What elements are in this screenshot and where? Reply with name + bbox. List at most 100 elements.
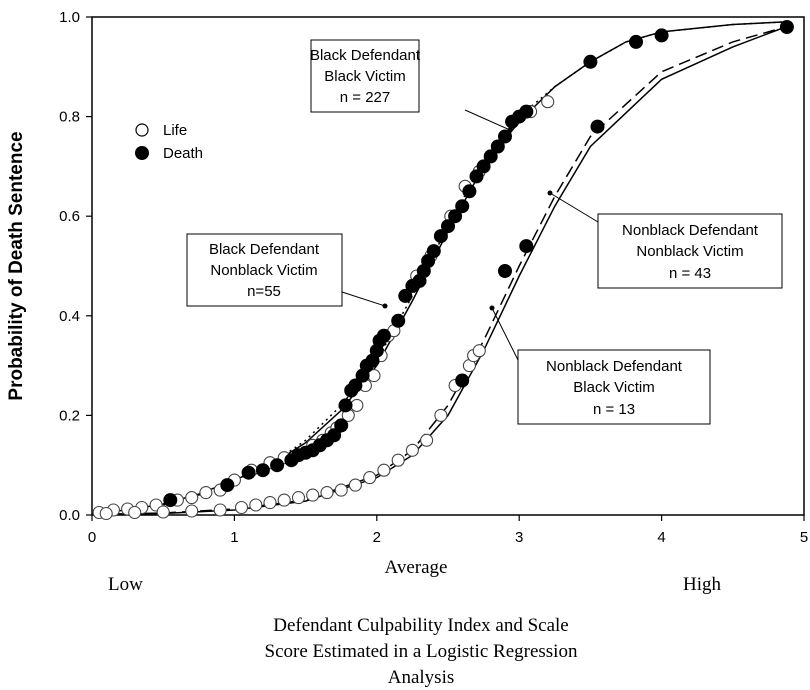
point-death [163,493,178,508]
leader-dot [547,190,553,196]
point-death [476,159,491,174]
point-life [277,493,291,507]
point-life [391,453,405,467]
leader-dot [382,303,388,309]
point-death [376,328,391,343]
annotation-nbd-bv: Nonblack Defendant Black Victim n = 13 [489,305,711,425]
point-death [519,239,534,254]
point-death [241,465,256,480]
point-life [99,506,113,521]
annotation-box [310,39,420,113]
point-death [433,229,448,244]
annotation-line: Black Victim [324,68,405,85]
point-life [156,505,170,519]
point-death [348,378,363,393]
legend-life-label: Life [163,122,187,139]
annotation-line: Nonblack Victim [210,262,317,279]
fitted-curve-solid [91,21,783,514]
point-life [434,408,448,422]
point-death [629,34,643,49]
point-death [338,398,353,413]
point-life [377,463,391,477]
legend-death-marker [135,146,149,160]
annotation-box [517,349,711,425]
x-tick-label: 3 [515,529,523,546]
leader-line [341,291,386,307]
y-tick-label: 0.8 [59,109,80,126]
annotation-line: Nonblack Defendant [546,358,683,375]
point-death [590,119,605,134]
point-life [128,505,142,520]
point-death [270,458,285,473]
x-scale-high: High [683,574,722,595]
point-life [363,471,377,485]
point-death [498,264,512,278]
leader-line [464,109,511,131]
point-life [263,496,277,510]
point-life [334,483,348,497]
point-life [541,95,555,109]
x-scale-low: Low [108,574,143,595]
point-death [391,313,406,328]
point-death [448,209,463,224]
point-death [583,54,598,69]
annotation-bd-nbv: Black Defendant Nonblack Victim n=55 [186,233,388,309]
point-death [426,244,441,259]
point-life [234,500,249,515]
x-axis-title-line-3: Analysis [388,667,455,688]
point-life [306,488,320,502]
legend-life-marker [135,123,149,137]
x-axis-title-line-2: Score Estimated in a Logistic Regression [265,641,578,662]
y-tick-label: 1.0 [59,9,80,26]
x-tick-label: 5 [800,529,808,546]
annotation-line: Black Defendant [209,241,320,258]
y-tick-label: 0.6 [59,208,80,225]
point-death [779,20,794,34]
point-death [398,288,413,303]
axis-ticks: 0 1 2 3 4 5 0.0 0.2 0.4 0.6 0.8 1.0 [59,9,808,546]
annotation-line: n = 227 [340,89,390,106]
point-death [498,129,512,144]
point-death [469,169,484,184]
point-life [320,486,334,500]
x-axis-title-line-1: Defendant Culpability Index and Scale [273,615,568,636]
annotation-line: n=55 [247,283,281,300]
annotation-line: n = 43 [669,265,711,282]
leader-line [549,192,599,223]
point-life [185,491,199,505]
point-death [462,184,477,199]
point-life [213,503,227,517]
point-life [472,344,486,358]
leader-dot [507,127,513,133]
point-death [455,199,470,214]
legend-death-label: Death [163,145,203,162]
annotation-box [186,233,343,307]
point-death [255,463,270,478]
plot-frame [91,16,805,516]
point-death [519,104,534,119]
annotation-line: n = 13 [593,401,635,418]
y-tick-label: 0.0 [59,507,80,524]
point-life [199,486,213,500]
point-death [483,149,498,164]
x-tick-label: 2 [373,529,381,546]
point-death [490,139,505,154]
point-death [327,428,342,443]
annotation-line: Black Defendant [310,47,421,64]
annotation-nbd-nbv: Nonblack Defendant Nonblack Victim n = 4… [547,190,783,289]
x-tick-label: 1 [230,529,238,546]
y-tick-label: 0.4 [59,308,80,325]
legend: Life Death [135,122,203,162]
annotation-line: Nonblack Victim [636,243,743,260]
point-death [654,28,669,43]
annotation-line: Nonblack Defendant [622,222,759,239]
point-life [405,443,419,457]
point-death [455,373,470,388]
leader-dot [489,305,495,311]
x-scale-average: Average [385,557,448,578]
point-life [348,478,362,492]
y-tick-label: 0.2 [59,407,80,424]
point-life [420,433,434,447]
annotation-box [597,213,783,289]
